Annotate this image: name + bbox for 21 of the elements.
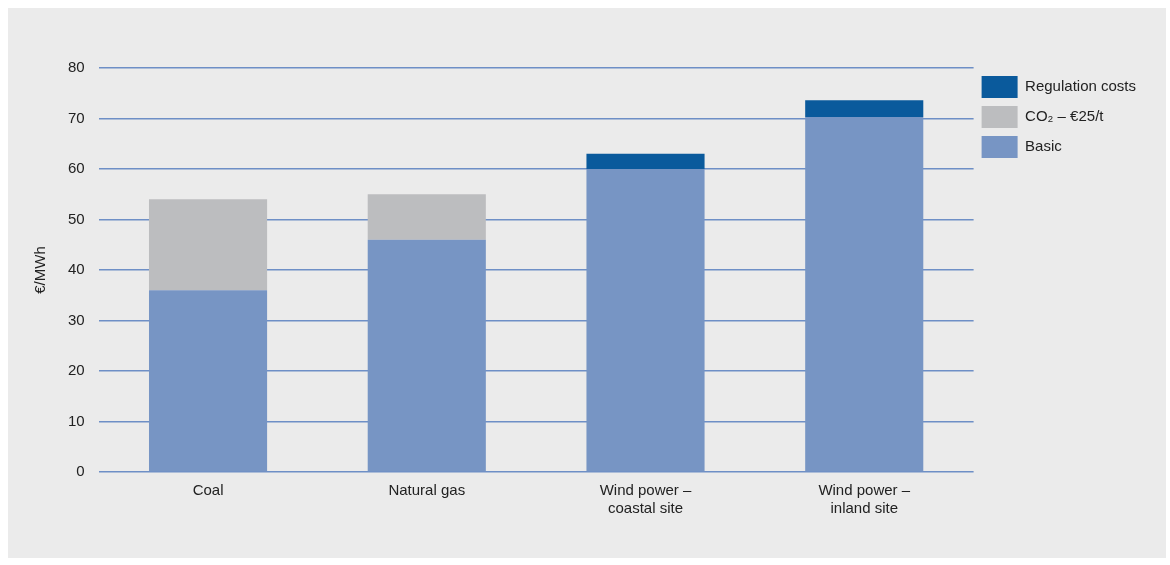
- y-tick-label: 80: [68, 58, 85, 76]
- y-tick-label: 30: [68, 310, 85, 328]
- x-tick-label: Coal: [192, 481, 224, 499]
- bar: [805, 100, 924, 117]
- y-tick-label: 50: [68, 209, 85, 227]
- bar: [586, 153, 705, 169]
- y-tick-label: 70: [68, 108, 85, 126]
- legend-label: CO₂ – €25/t: [1025, 107, 1105, 125]
- legend-label: Basic: [1025, 137, 1063, 155]
- y-axis-title: €/MWh: [31, 246, 49, 294]
- y-tick-label: 60: [68, 159, 85, 177]
- legend-label: Regulation costs: [1025, 77, 1137, 95]
- x-tick-label: Wind power – coastal site: [599, 481, 693, 517]
- bar: [367, 194, 486, 240]
- y-tick-label: 40: [68, 260, 85, 278]
- y-tick-label: 20: [68, 361, 85, 379]
- bar: [148, 199, 268, 291]
- x-tick-label: Natural gas: [388, 481, 466, 499]
- x-tick-label: Wind power – inland site: [818, 481, 911, 517]
- y-tick-label: 0: [76, 462, 85, 480]
- y-tick-label: 10: [68, 411, 85, 429]
